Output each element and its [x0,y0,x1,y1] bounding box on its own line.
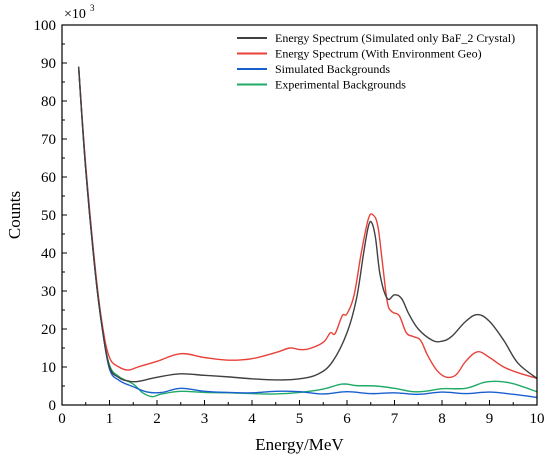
x-axis-title: Energy/MeV [255,435,344,454]
y-axis-title: Counts [5,191,24,239]
x-tick-label: 6 [343,411,351,427]
y-tick-label: 100 [34,18,57,34]
x-tick-label: 5 [296,411,304,427]
y-axis-multiplier: ×10 3 [64,3,95,22]
legend-label-3: Experimental Backgrounds [275,78,406,92]
y-multiplier-base: ×10 [64,7,86,22]
y-tick-label: 50 [41,208,56,224]
x-tick-label: 2 [153,411,161,427]
series-line-0 [77,66,538,383]
series-line-1 [77,66,538,380]
x-tick-label: 7 [391,411,399,427]
x-tick-label: 8 [438,411,446,427]
series-line-2 [77,66,538,399]
legend: Energy Spectrum (Simulated only BaF_2 Cr… [237,31,515,92]
x-tick-label: 10 [530,411,545,427]
x-tick-label: 0 [58,411,66,427]
legend-label-0: Energy Spectrum (Simulated only BaF_2 Cr… [275,31,515,45]
y-tick-label: 80 [41,94,56,110]
y-tick-label: 30 [41,284,56,300]
legend-label-1: Energy Spectrum (With Environment Geo) [275,47,482,61]
y-tick-label: 70 [41,132,56,148]
y-tick-label: 60 [41,170,56,186]
y-tick-label: 0 [49,398,57,414]
x-tick-label: 3 [201,411,209,427]
y-tick-label: 10 [41,360,56,376]
x-tick-label: 9 [486,411,494,427]
y-tick-label: 20 [41,322,56,338]
y-multiplier-exponent: 3 [90,3,95,13]
x-tick-label: 1 [106,411,114,427]
plot-lines [77,66,538,399]
series-line-3 [77,66,538,398]
y-tick-label: 40 [41,246,56,262]
x-tick-label: 4 [248,411,256,427]
legend-label-2: Simulated Backgrounds [275,62,390,76]
y-tick-label: 90 [41,56,56,72]
